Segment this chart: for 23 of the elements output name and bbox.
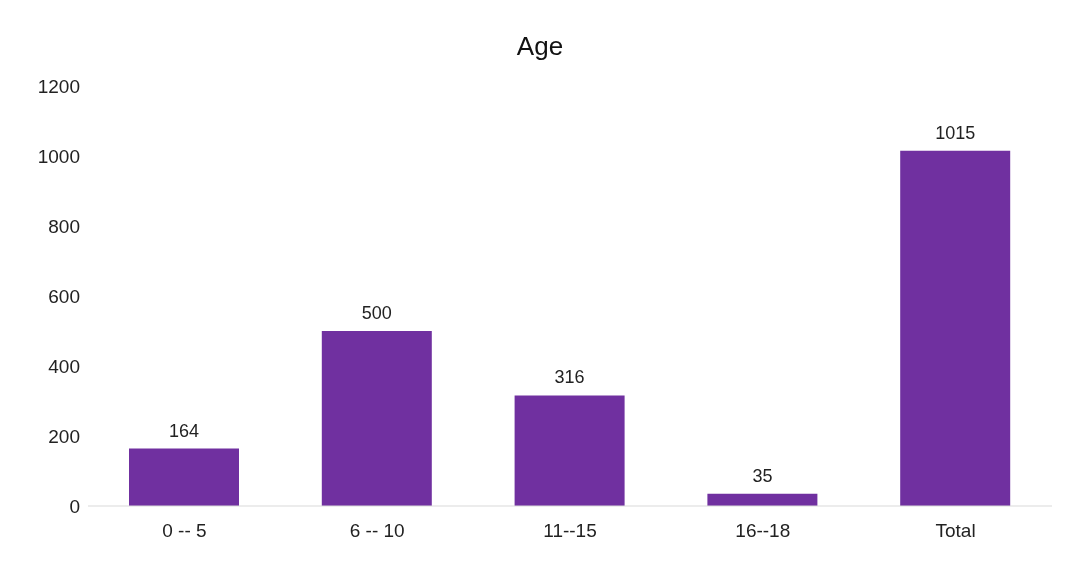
data-label: 35 [752, 465, 773, 486]
bar [900, 150, 1011, 506]
y-tick-label: 1200 [37, 75, 80, 97]
y-tick-label: 800 [48, 215, 80, 237]
x-tick-label: Total [935, 520, 976, 542]
data-label: 316 [554, 367, 585, 388]
x-tick-label: 16--18 [735, 520, 791, 542]
x-tick-label: 11--15 [543, 520, 597, 542]
chart-title: Age [515, 30, 565, 63]
bar [514, 395, 625, 506]
y-tick-label: 200 [48, 425, 80, 447]
x-tick-label: 6 -- 10 [349, 520, 405, 542]
bar [707, 493, 818, 506]
y-tick-label: 400 [48, 355, 80, 377]
y-tick-label: 1000 [37, 145, 80, 167]
data-label: 164 [168, 420, 200, 441]
data-label: 1015 [935, 122, 976, 143]
bar [321, 331, 432, 506]
bar [129, 448, 239, 506]
y-tick-label: 0 [69, 495, 80, 517]
x-tick-label: 0 -- 5 [162, 520, 207, 542]
y-tick-label: 600 [48, 285, 80, 307]
data-label: 500 [361, 303, 392, 323]
